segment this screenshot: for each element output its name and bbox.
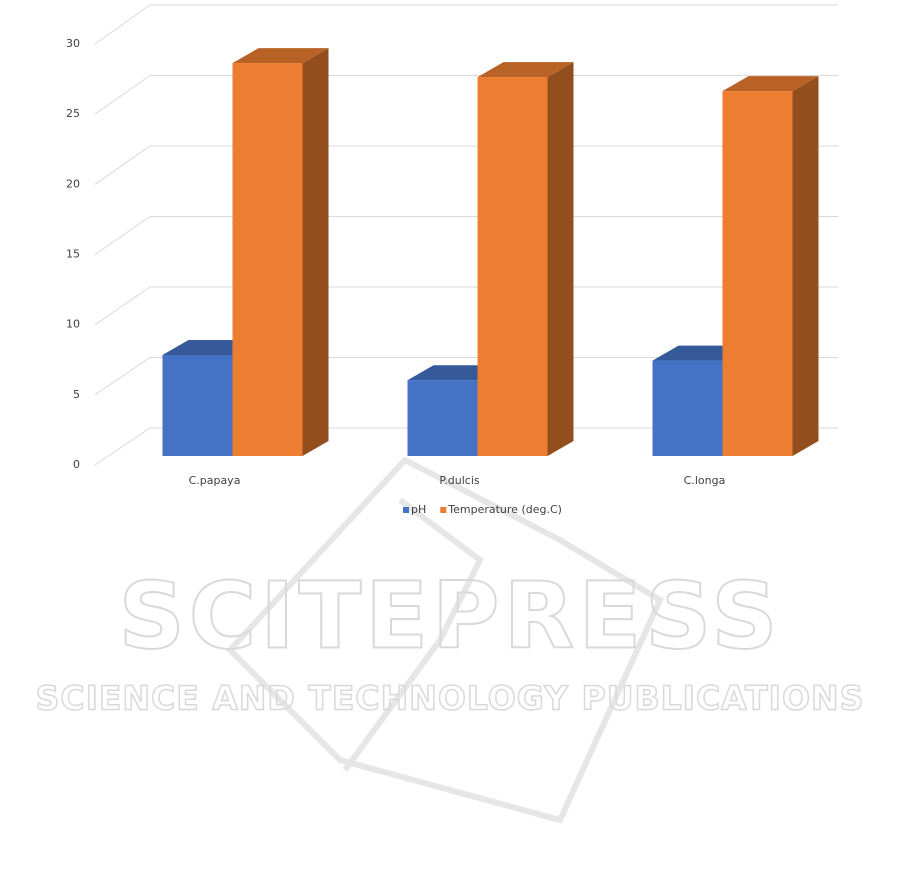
y-tick-label: 30 (66, 37, 80, 50)
bar (477, 77, 548, 456)
legend-swatch (403, 507, 409, 513)
bar-top (477, 62, 574, 78)
grid-line-depth (94, 145, 151, 185)
watermark-logo (225, 456, 664, 824)
bar (407, 380, 478, 456)
watermark-title: SCITEPRESS (118, 562, 781, 669)
y-tick-label: 5 (73, 388, 80, 401)
plot-area: 0 5 10 15 20 25 30 C.papaya P.dulcis C.longa pH Tem… (66, 4, 838, 516)
bar (652, 360, 723, 456)
legend-swatch (440, 507, 447, 513)
watermark-subtitle: SCIENCE AND TECHNOLOGY PUBLICATIONS (36, 679, 865, 718)
grid-line-depth (94, 427, 151, 466)
y-tick-label: 20 (66, 177, 80, 190)
bar (232, 63, 303, 457)
bar (162, 354, 233, 456)
y-tick-label: 15 (66, 248, 80, 261)
watermark-book-spine (342, 497, 484, 772)
bar-side (792, 76, 819, 456)
legend-label: Temperature (deg.C) (447, 503, 562, 516)
grid-line-depth (94, 357, 151, 396)
legend-label: pH (411, 503, 426, 516)
y-tick-label: 10 (66, 318, 80, 331)
bar-side (547, 62, 574, 456)
x-tick-label: C.longa (684, 474, 726, 487)
watermark-book (225, 456, 664, 824)
bar (722, 91, 793, 456)
grid-line-depth (94, 216, 151, 255)
y-tick-label: 25 (66, 107, 80, 120)
x-tick-label: P.dulcis (439, 474, 480, 487)
bar-top (232, 48, 329, 64)
grid-line-depth (94, 286, 151, 326)
bar-side (302, 48, 329, 457)
grid-line-depth (94, 4, 151, 45)
bar-top (722, 76, 819, 92)
x-tick-label: C.papaya (189, 474, 241, 487)
grid-line-depth (94, 75, 151, 115)
y-tick-label: 0 (73, 458, 80, 471)
